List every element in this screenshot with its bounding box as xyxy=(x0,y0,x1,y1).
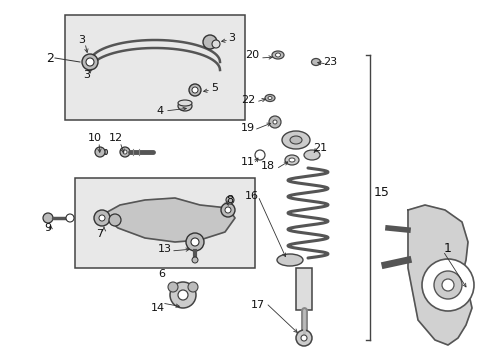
Circle shape xyxy=(225,196,234,204)
Circle shape xyxy=(95,147,105,157)
Circle shape xyxy=(268,116,281,128)
Text: 19: 19 xyxy=(241,123,255,133)
Text: 3: 3 xyxy=(83,70,90,80)
Text: 2: 2 xyxy=(46,51,54,64)
Circle shape xyxy=(301,335,306,341)
Ellipse shape xyxy=(282,131,309,149)
Circle shape xyxy=(189,84,201,96)
Text: 18: 18 xyxy=(261,161,274,171)
Circle shape xyxy=(109,214,121,226)
Circle shape xyxy=(224,207,230,213)
Text: 3: 3 xyxy=(228,33,235,43)
Ellipse shape xyxy=(276,254,303,266)
Circle shape xyxy=(170,282,196,308)
Ellipse shape xyxy=(271,51,284,59)
Ellipse shape xyxy=(267,96,271,99)
Circle shape xyxy=(178,290,187,300)
Circle shape xyxy=(66,214,74,222)
Ellipse shape xyxy=(289,136,302,144)
Polygon shape xyxy=(102,198,235,242)
Circle shape xyxy=(254,150,264,160)
Circle shape xyxy=(295,330,311,346)
Ellipse shape xyxy=(285,155,298,165)
Circle shape xyxy=(120,147,130,157)
Ellipse shape xyxy=(83,58,88,66)
Circle shape xyxy=(99,215,105,221)
Circle shape xyxy=(191,238,199,246)
Circle shape xyxy=(187,282,198,292)
Circle shape xyxy=(82,54,98,70)
Circle shape xyxy=(203,35,217,49)
Ellipse shape xyxy=(288,158,294,162)
Text: 15: 15 xyxy=(373,185,389,198)
Text: 10: 10 xyxy=(88,133,102,143)
Circle shape xyxy=(43,213,53,223)
Text: 22: 22 xyxy=(241,95,255,105)
Text: 17: 17 xyxy=(250,300,264,310)
Bar xyxy=(65,15,244,120)
Text: 21: 21 xyxy=(312,143,326,153)
Circle shape xyxy=(212,40,220,48)
Polygon shape xyxy=(407,205,471,345)
Text: 9: 9 xyxy=(44,223,51,233)
Ellipse shape xyxy=(304,150,319,160)
Ellipse shape xyxy=(275,53,280,57)
Circle shape xyxy=(192,257,198,263)
Circle shape xyxy=(192,87,198,93)
Circle shape xyxy=(421,259,473,311)
Text: 8: 8 xyxy=(226,195,233,205)
Circle shape xyxy=(86,58,94,66)
Text: 6: 6 xyxy=(158,269,165,279)
Ellipse shape xyxy=(178,101,192,111)
Ellipse shape xyxy=(178,100,192,106)
Text: 12: 12 xyxy=(109,133,123,143)
Text: 5: 5 xyxy=(211,83,218,93)
Text: 13: 13 xyxy=(158,244,172,254)
Text: 7: 7 xyxy=(96,229,103,239)
Circle shape xyxy=(123,150,127,154)
Circle shape xyxy=(94,210,110,226)
Text: 16: 16 xyxy=(244,191,259,201)
Ellipse shape xyxy=(264,94,274,102)
Circle shape xyxy=(272,120,276,124)
Ellipse shape xyxy=(104,149,107,154)
Text: 4: 4 xyxy=(156,106,163,116)
Ellipse shape xyxy=(311,58,320,66)
Text: 1: 1 xyxy=(443,242,451,255)
Text: 14: 14 xyxy=(151,303,165,313)
Circle shape xyxy=(185,233,203,251)
Text: 3: 3 xyxy=(79,35,85,45)
Circle shape xyxy=(441,279,453,291)
Text: 20: 20 xyxy=(244,50,259,60)
Bar xyxy=(75,178,254,268)
Circle shape xyxy=(168,282,178,292)
Text: 11: 11 xyxy=(241,157,254,167)
Circle shape xyxy=(433,271,461,299)
Bar xyxy=(295,268,311,310)
Circle shape xyxy=(221,203,235,217)
Text: 23: 23 xyxy=(322,57,336,67)
